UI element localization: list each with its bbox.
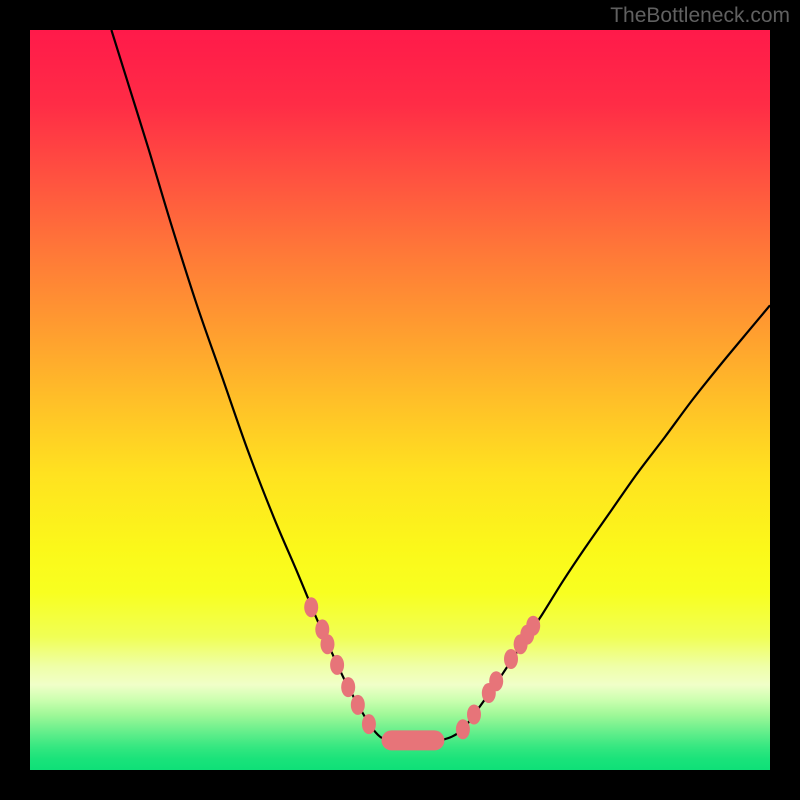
marker-dot [320,634,334,654]
marker-dot [304,597,318,617]
plot-area [30,30,770,770]
marker-dot [526,616,540,636]
marker-cluster-left [304,597,376,734]
marker-dot [489,671,503,691]
curve-right-branch [441,305,770,740]
marker-dot [362,714,376,734]
marker-dot [330,655,344,675]
v-curve-chart [30,30,770,770]
marker-dot [504,649,518,669]
marker-dot [351,695,365,715]
marker-dot [467,705,481,725]
marker-cluster-right [456,616,540,740]
marker-dot [456,719,470,739]
curve-left-branch [111,30,389,740]
watermark-text: TheBottleneck.com [610,4,790,28]
marker-dot [341,677,355,697]
marker-bottom-pill [382,730,445,750]
